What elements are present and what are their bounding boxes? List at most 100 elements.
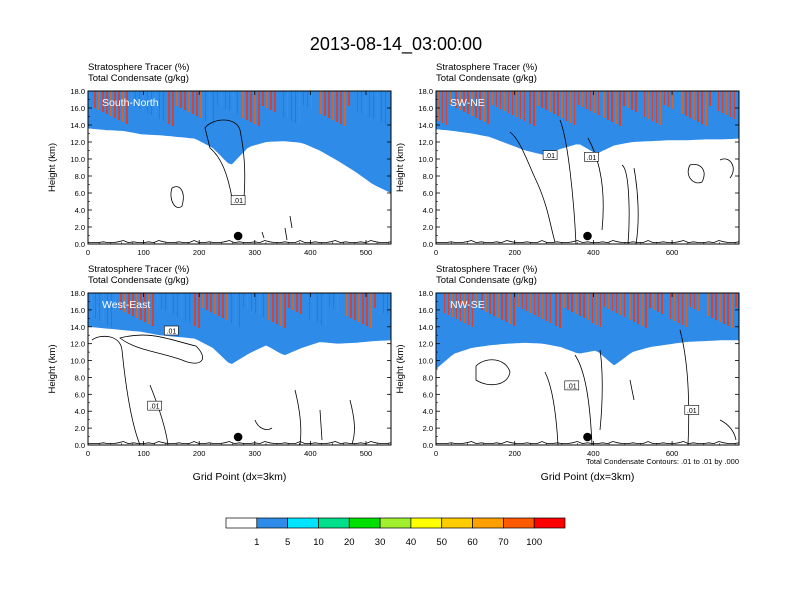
tracer-field xyxy=(88,91,391,244)
y-tick-label: 18.0 xyxy=(418,289,433,298)
tracer-streak xyxy=(157,293,158,307)
tracer-streak xyxy=(328,91,330,118)
tracer-streak xyxy=(694,293,695,309)
tracer-streak xyxy=(504,91,505,111)
tracer-streak xyxy=(715,293,717,320)
panel-name-label: NW-SE xyxy=(450,299,485,311)
tracer-streak xyxy=(144,293,146,322)
tracer-streak xyxy=(139,91,140,109)
tracer-streak xyxy=(615,91,617,124)
tracer-streak xyxy=(481,293,483,310)
tracer-streak xyxy=(668,91,669,107)
tracer-streak xyxy=(472,293,473,327)
tracer-streak xyxy=(115,293,116,307)
tracer-streak xyxy=(128,293,130,314)
contour-label-box xyxy=(564,380,580,391)
y-tick-label: 0.0 xyxy=(75,441,85,450)
y-axis-label: Height (km) xyxy=(47,143,58,192)
tracer-streak xyxy=(320,91,322,114)
y-tick-label: 12.0 xyxy=(418,340,433,349)
tracer-streak xyxy=(163,91,164,121)
tracer-streak xyxy=(385,91,386,125)
tracer-streak xyxy=(309,293,310,319)
tracer-streak xyxy=(222,293,224,318)
tracer-streak xyxy=(489,293,491,314)
y-tick-label: 14.0 xyxy=(70,121,85,130)
tracer-streak xyxy=(147,91,148,113)
tracer-streak xyxy=(270,91,272,110)
y-tick-label: 6.0 xyxy=(423,390,433,399)
tracer-streak xyxy=(579,293,581,316)
tracer-streak xyxy=(516,91,517,117)
tracer-streak xyxy=(242,91,244,118)
colorbar-swatch xyxy=(348,517,381,529)
tracer-streak xyxy=(206,293,208,310)
tracer-streak xyxy=(537,91,539,106)
y-tick-label: 14.0 xyxy=(70,323,85,332)
tracer-streak xyxy=(698,293,699,311)
tracer-streak xyxy=(324,91,326,116)
colorbar: 1 5 10 20 30 40 50 60 70 100 xyxy=(225,517,566,548)
y-tick-label: 10.0 xyxy=(70,357,85,366)
x-tick-label: 0 xyxy=(86,449,90,458)
y-tick-label: 0.0 xyxy=(75,240,85,249)
contour-label: .01 xyxy=(567,383,577,390)
tracer-streak xyxy=(296,293,298,312)
tracer-streak xyxy=(508,91,509,113)
y-tick-label: 18.0 xyxy=(418,87,433,96)
colorbar-swatch xyxy=(225,517,258,529)
tracer-streak xyxy=(464,293,465,323)
tracer-streak xyxy=(387,293,388,315)
x-tick-label: 0 xyxy=(86,248,90,257)
tracer-streak xyxy=(346,293,348,316)
tracer-streak xyxy=(571,293,573,312)
colorbar-tick-label: 1 xyxy=(254,537,259,548)
tracer-streak xyxy=(362,293,364,324)
tracer-streak xyxy=(274,91,276,112)
tracer-streak xyxy=(254,91,256,124)
colorbar-swatch xyxy=(533,517,566,529)
x-tick-label: 500 xyxy=(360,449,373,458)
colorbar-swatch xyxy=(472,517,504,529)
tracer-streak xyxy=(373,91,374,119)
tracer-streak xyxy=(446,91,447,125)
contour-line-0 xyxy=(475,359,511,386)
tracer-streak xyxy=(674,293,675,321)
tracer-streak xyxy=(124,293,126,312)
colorbar-swatch xyxy=(287,517,319,529)
tracer-streak xyxy=(317,293,318,323)
contour-line-0 xyxy=(204,119,246,199)
contour-label: .01 xyxy=(150,404,160,411)
tracer-streak xyxy=(672,91,673,109)
tracer-streak xyxy=(460,293,461,321)
tracer-streak xyxy=(237,91,238,115)
tracer-streak xyxy=(485,293,487,312)
tracer-streak xyxy=(596,293,597,325)
y-tick-label: 12.0 xyxy=(418,138,433,147)
tracer-streak xyxy=(292,293,294,310)
tracer-streak xyxy=(608,293,609,309)
colorbar-swatch xyxy=(410,517,443,529)
tracer-streak xyxy=(493,293,495,316)
tracer-streak xyxy=(468,293,469,325)
tracer-streak xyxy=(530,293,531,313)
tracer-streak xyxy=(629,293,631,320)
location-marker xyxy=(233,432,243,442)
contour-label-box xyxy=(147,400,163,411)
tracer-streak xyxy=(369,91,370,117)
tracer-streak xyxy=(487,91,489,124)
tracer-streak xyxy=(705,91,707,126)
tracer-streak xyxy=(287,91,288,119)
tracer-streak xyxy=(587,293,589,320)
tracer-streak xyxy=(520,91,521,119)
tracer-streak xyxy=(103,293,104,323)
tracer-streak xyxy=(155,91,156,117)
tracer-streak xyxy=(136,293,138,318)
tracer-streak xyxy=(263,293,264,317)
x-axis-label: Grid Point (dx=3km) xyxy=(193,471,287,483)
panel-west-east: Stratosphere Tracer (%)Total Condensate … xyxy=(47,264,392,483)
tracer-streak xyxy=(159,91,160,119)
tracer-streak xyxy=(513,293,515,326)
tracer-streak xyxy=(283,91,284,117)
tracer-streak xyxy=(563,293,565,308)
